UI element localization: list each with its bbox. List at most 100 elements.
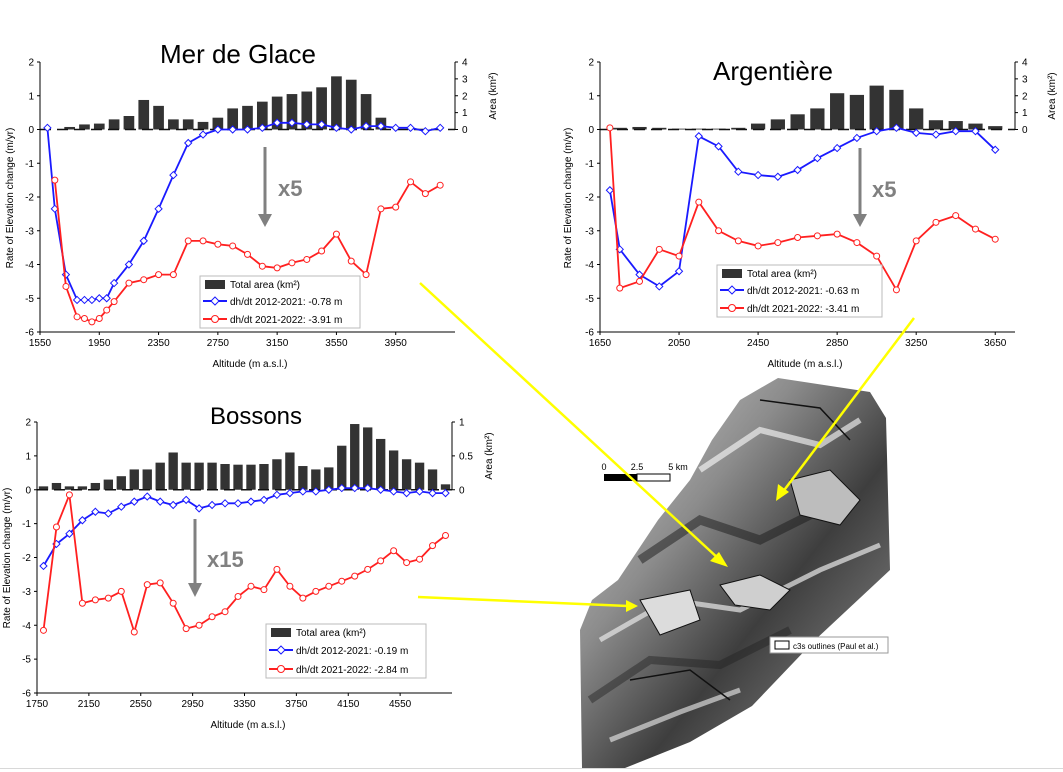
scale-label-1: 2.5: [631, 462, 644, 472]
area-bar: [259, 464, 269, 490]
series-2-point: [347, 257, 355, 265]
area-bar: [116, 476, 126, 490]
x-tick-label: 1750: [26, 699, 49, 710]
series-1-point: [198, 130, 208, 139]
y2-tick-label: 0: [462, 125, 468, 136]
y2-tick-label: 0: [1022, 125, 1028, 136]
series-1-point: [376, 121, 386, 131]
y2-tick-label: 1: [459, 418, 465, 429]
series-2-point: [436, 181, 444, 189]
y-tick-label: -4: [25, 260, 34, 271]
series-2-point: [155, 271, 163, 279]
area-bar: [360, 94, 372, 130]
series-2-point: [117, 587, 125, 595]
series-1-point: [220, 499, 230, 508]
outline-rectangle-icon: [774, 640, 790, 650]
series-2-point: [325, 582, 333, 590]
scale-arrow: [853, 148, 867, 227]
y-tick-label: -3: [22, 587, 31, 598]
series-2-point: [303, 255, 311, 263]
series-2-point: [754, 242, 762, 250]
series-2-point: [892, 286, 900, 294]
area-bar: [988, 126, 1003, 130]
series-1-point: [207, 500, 217, 510]
area-bar: [388, 450, 399, 490]
area-bar: [632, 126, 647, 130]
area-bar: [129, 469, 139, 490]
series-2-point: [636, 277, 644, 285]
series-2-point: [110, 298, 118, 306]
area-bar: [181, 462, 191, 490]
series-1-point: [872, 126, 881, 136]
area-bar: [345, 79, 357, 130]
series-1-point: [991, 145, 1000, 154]
area-bar: [810, 108, 825, 130]
series-1-point: [80, 295, 89, 305]
plot-area: -6 -5 -4 -3 -2 -1 0 1 2 0 1 2 3 4 1550 1950 2350 2750 3150…: [25, 58, 468, 350]
series-2-point: [229, 242, 237, 250]
area-bar: [298, 466, 308, 490]
series-1-point: [130, 497, 139, 506]
series-1-point: [72, 295, 82, 305]
series-2-point: [392, 203, 400, 211]
series-2-point: [429, 542, 437, 550]
series-2-point: [362, 271, 370, 279]
series-1-line: [42, 487, 446, 567]
series-2-point: [125, 279, 133, 287]
series-2-point: [606, 124, 614, 132]
series-1-point: [168, 500, 178, 510]
area-bar: [849, 94, 865, 130]
chart-title: Argentière: [713, 56, 833, 86]
series-1-point: [184, 138, 193, 148]
y-tick-label: -4: [22, 621, 31, 632]
bottom-rule: [0, 768, 1063, 769]
series-1-point: [109, 278, 119, 288]
area-bar: [316, 87, 327, 130]
connector-arrow-mer-de-glace: [419, 282, 728, 567]
area-bar: [182, 119, 194, 130]
series-1-point: [391, 123, 400, 133]
series-1-point: [258, 123, 267, 133]
y-tick-label: -2: [585, 193, 594, 204]
x-tick-label: 2950: [182, 699, 205, 710]
series-2-point: [95, 315, 103, 322]
area-bar: [889, 89, 904, 130]
y-tick-label: 0: [28, 125, 34, 136]
area-bar: [286, 94, 298, 130]
y2-tick-label: 2: [1022, 91, 1028, 102]
area-bar: [750, 123, 766, 130]
area-bar: [869, 85, 884, 130]
series-2-point: [351, 572, 359, 580]
series-2-point: [51, 176, 59, 184]
series-2-point: [182, 625, 190, 633]
y2-tick-label: 4: [462, 58, 468, 69]
y-axis-label: Rate of Elevation change (m/yr): [563, 128, 574, 269]
area-bar: [138, 99, 150, 130]
y-tick-label: 2: [28, 58, 34, 69]
area-bar: [90, 482, 101, 490]
y-tick-label: -3: [25, 226, 34, 237]
area-bar: [197, 121, 209, 130]
area-bar: [790, 114, 805, 130]
legend-series-1-label: dh/dt 2012-2021: -0.19 m: [296, 646, 408, 657]
series-2-point: [377, 557, 385, 565]
y-tick-label: -6: [25, 328, 34, 339]
area-bar: [285, 452, 295, 490]
connector-arrow-bossons: [417, 595, 638, 612]
series-1-point: [753, 170, 763, 180]
series-1-point: [441, 488, 450, 498]
area-bar: [242, 105, 253, 130]
area-bar: [256, 101, 268, 130]
series-1-line: [609, 126, 996, 288]
series-2-point: [91, 596, 99, 604]
x-tick-label: 1550: [29, 338, 52, 349]
x-axis-label: Altitude (m a.s.l.): [210, 720, 285, 731]
series-1-point: [259, 495, 269, 505]
series-1-point: [246, 497, 256, 506]
series-1-point: [435, 123, 445, 133]
series-1-point: [39, 561, 48, 571]
x-axis-label: Altitude (m a.s.l.): [212, 359, 287, 370]
legend-series-1-label: dh/dt 2012-2021: -0.78 m: [230, 297, 342, 308]
legend-bar-label: Total area (km²): [747, 269, 817, 280]
series-1-point: [272, 490, 282, 500]
